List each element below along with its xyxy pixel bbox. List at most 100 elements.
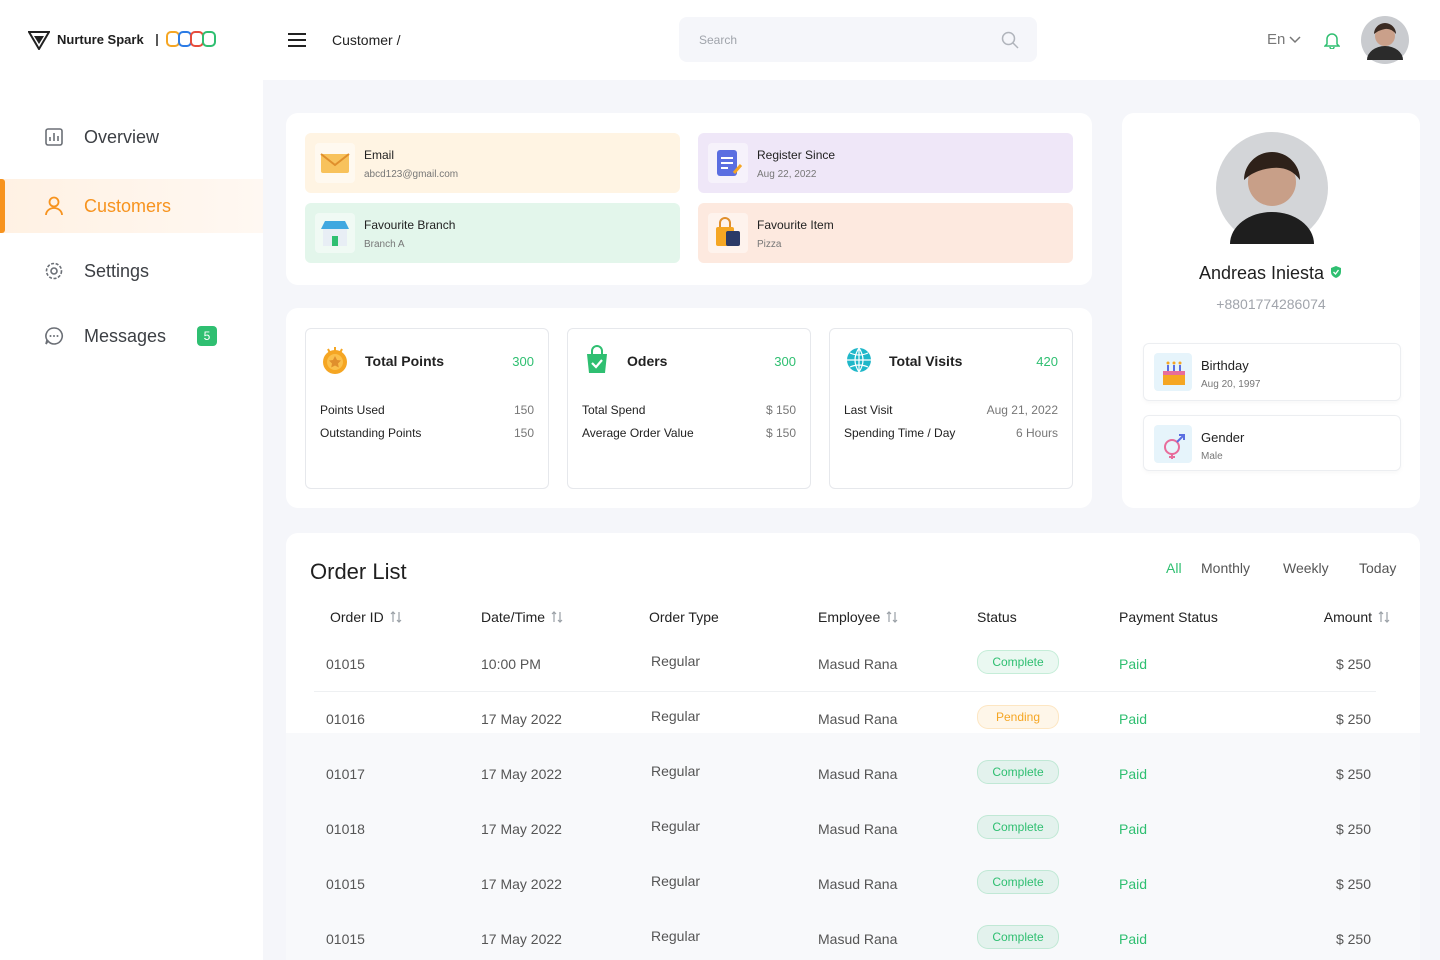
info-title: Favourite Branch	[364, 218, 456, 232]
nav-icon	[45, 128, 63, 146]
order-row[interactable]: 01015 17 May 2022 Regular Masud Rana Complet…	[314, 856, 1376, 911]
info-icon	[708, 213, 748, 253]
profile-phone: +8801774286074	[1216, 296, 1326, 312]
detail-icon	[1154, 353, 1192, 391]
nav-label: Settings	[84, 261, 150, 281]
column-label: Payment Status	[1119, 609, 1218, 625]
order-amount: $ 250	[1335, 656, 1371, 672]
order-id: 01015	[326, 931, 365, 947]
order-row[interactable]: 01015 17 May 2022 Regular Masud Rana Complet…	[314, 911, 1376, 960]
brand: Nurture Spark	[57, 32, 144, 47]
search-placeholder: Search	[699, 33, 738, 47]
row-shade	[286, 733, 1420, 960]
info-title: Register Since	[757, 148, 836, 162]
name: Andreas Iniesta	[1198, 263, 1325, 283]
nav-item[interactable]: Settings	[0, 244, 263, 298]
column-header: Payment Status	[1119, 609, 1218, 625]
order-date: 17 May 2022	[481, 821, 562, 837]
stat-value: $ 150	[765, 426, 796, 440]
order-list: Order List All Monthly Weekly Today Order ID…	[286, 533, 1420, 960]
verified-badge	[1331, 266, 1342, 278]
stat-label: Outstanding Points	[320, 426, 422, 440]
nav-item[interactable]: Customers	[0, 179, 263, 233]
payment-status: Paid	[1119, 656, 1148, 672]
user-avatar[interactable]	[1361, 16, 1409, 64]
column-header[interactable]: Order ID	[330, 609, 402, 625]
nav-icon	[45, 196, 63, 216]
order-row[interactable]: 01018 17 May 2022 Regular Masud Rana Complet…	[314, 801, 1376, 856]
stat-value: $ 150	[765, 403, 796, 417]
stat-value: 6 Hours	[1015, 426, 1058, 440]
icon	[321, 221, 349, 246]
status-pill: Complete	[977, 815, 1059, 839]
search-icon	[1001, 31, 1019, 49]
order-amount: $ 250	[1335, 821, 1371, 837]
order-employee: Masud Rana	[818, 876, 898, 892]
info-card: Register Since Aug 22, 2022	[698, 133, 1073, 193]
nav-item[interactable]: Messages 5	[0, 309, 263, 363]
filter-tab[interactable]: All	[1166, 560, 1182, 576]
filter-tab[interactable]: Weekly	[1283, 560, 1329, 576]
sidebar: Overview Customers Settings Messages 5	[0, 80, 263, 960]
order-employee: Masud Rana	[818, 931, 898, 947]
info-title: Email	[364, 148, 395, 162]
payment-status: Paid	[1119, 876, 1148, 892]
column-label: Amount	[1323, 609, 1372, 625]
filter-tab[interactable]: Today	[1359, 560, 1397, 576]
logo-mark	[28, 31, 50, 50]
notification-bell[interactable]	[1324, 31, 1340, 49]
column-header: Status	[977, 609, 1017, 625]
order-date: 10:00 PM	[481, 656, 541, 672]
order-amount: $ 250	[1335, 766, 1371, 782]
info-card: Favourite Branch Branch A	[305, 203, 680, 263]
filter-tab[interactable]: Monthly	[1201, 560, 1251, 576]
column-label: Order ID	[330, 609, 384, 625]
search-box[interactable]: Search	[679, 17, 1037, 62]
icon	[717, 150, 743, 176]
column-label: Status	[977, 609, 1017, 625]
order-row[interactable]: 01017 17 May 2022 Regular Masud Rana Complet…	[314, 746, 1376, 801]
stat-total: 300	[774, 354, 796, 369]
info-panel: Email abcd123@gmail.com Register Since Aug …	[286, 113, 1092, 285]
order-employee: Masud Rana	[818, 656, 898, 672]
stat-total: 420	[1036, 354, 1058, 369]
stat-label: Spending Time / Day	[844, 426, 956, 440]
stat-card: Total Points 300 Points Used 150 Outstanding…	[305, 328, 549, 489]
stat-icon	[847, 347, 871, 373]
info-value: abcd123@gmail.com	[364, 169, 459, 180]
stat-label: Last Visit	[844, 403, 893, 417]
status-pill: Complete	[977, 870, 1059, 894]
order-id: 01018	[326, 821, 365, 837]
stat-total: 300	[512, 354, 534, 369]
info-value: Aug 22, 2022	[757, 169, 817, 180]
menu-button[interactable]	[288, 33, 306, 47]
stat-value: 150	[513, 403, 534, 417]
column-header: Order Type	[649, 609, 719, 625]
payment-status: Paid	[1119, 711, 1148, 727]
payment-status: Paid	[1119, 931, 1148, 947]
nav-badge: 5	[197, 326, 217, 346]
breadcrumb: Customer /	[332, 32, 401, 48]
order-row[interactable]: 01015 10:00 PM Regular Masud Rana Complete Pa…	[314, 636, 1376, 692]
status-pill: Complete	[977, 760, 1059, 784]
detail-card: Birthday Aug 20, 1997	[1143, 343, 1401, 401]
detail-title: Birthday	[1201, 358, 1249, 373]
status-pill: Complete	[977, 650, 1059, 674]
stat-icon	[587, 345, 607, 373]
column-header[interactable]: Date/Time	[481, 609, 563, 625]
stat-title: Oders	[627, 353, 668, 369]
order-date: 17 May 2022	[481, 766, 562, 782]
order-employee: Masud Rana	[818, 821, 898, 837]
nav-item[interactable]: Overview	[0, 110, 263, 164]
order-row[interactable]: 01016 17 May 2022 Regular Masud Rana Pending…	[314, 691, 1376, 746]
info-icon	[315, 213, 355, 253]
column-header[interactable]: Amount	[1324, 609, 1390, 625]
info-value: Branch A	[364, 239, 405, 250]
order-list-title: Order List	[310, 559, 407, 584]
stat-value: Aug 21, 2022	[986, 403, 1058, 417]
column-header[interactable]: Employee	[818, 609, 898, 625]
sort-icon	[390, 611, 402, 623]
order-type: Regular	[651, 928, 701, 944]
icon	[320, 153, 350, 173]
